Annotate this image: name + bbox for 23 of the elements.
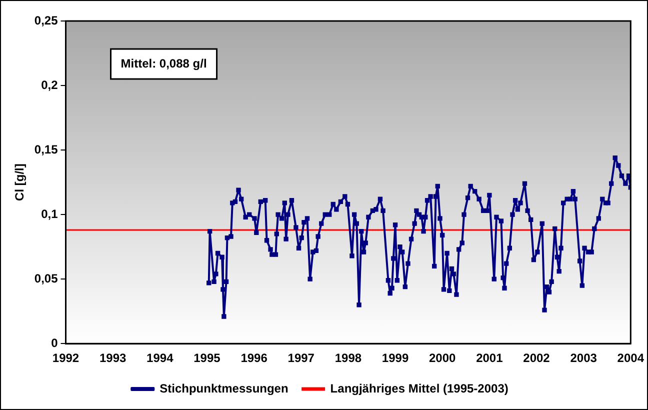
legend-label: Langjähriges Mittel (1995-2003) — [330, 381, 508, 396]
legend-label: Stichpunktmessungen — [160, 381, 288, 396]
y-tick-label: 0,2 — [41, 78, 58, 92]
y-tick-label: 0,25 — [34, 13, 58, 28]
x-tick-label: 2004 — [617, 351, 644, 366]
x-tick-label: 2002 — [523, 351, 550, 366]
annotation: Mittel: 0,088 g/l — [120, 56, 207, 70]
x-tick-label: 1992 — [52, 351, 80, 366]
x-tick-label: 2000 — [429, 351, 456, 366]
y-tick-label: 0,15 — [34, 142, 58, 156]
y-tick-label: 0,05 — [34, 271, 58, 286]
y-tick-label: 0 — [51, 336, 58, 350]
x-tick-label: 1998 — [334, 351, 362, 366]
x-tick-label: 1997 — [288, 351, 315, 366]
x-tick-label: 1993 — [99, 351, 126, 366]
y-tick-label: 0,1 — [41, 206, 58, 221]
x-tick-label: 1995 — [194, 351, 221, 366]
x-tick-label: 1996 — [240, 351, 268, 366]
x-tick-label: 2003 — [570, 351, 598, 366]
x-tick-label: 1994 — [146, 351, 174, 366]
x-tick-label: 2001 — [476, 351, 504, 366]
x-tick-label: 1999 — [382, 351, 409, 366]
y-axis-title: Cl [g/l] — [12, 164, 27, 201]
